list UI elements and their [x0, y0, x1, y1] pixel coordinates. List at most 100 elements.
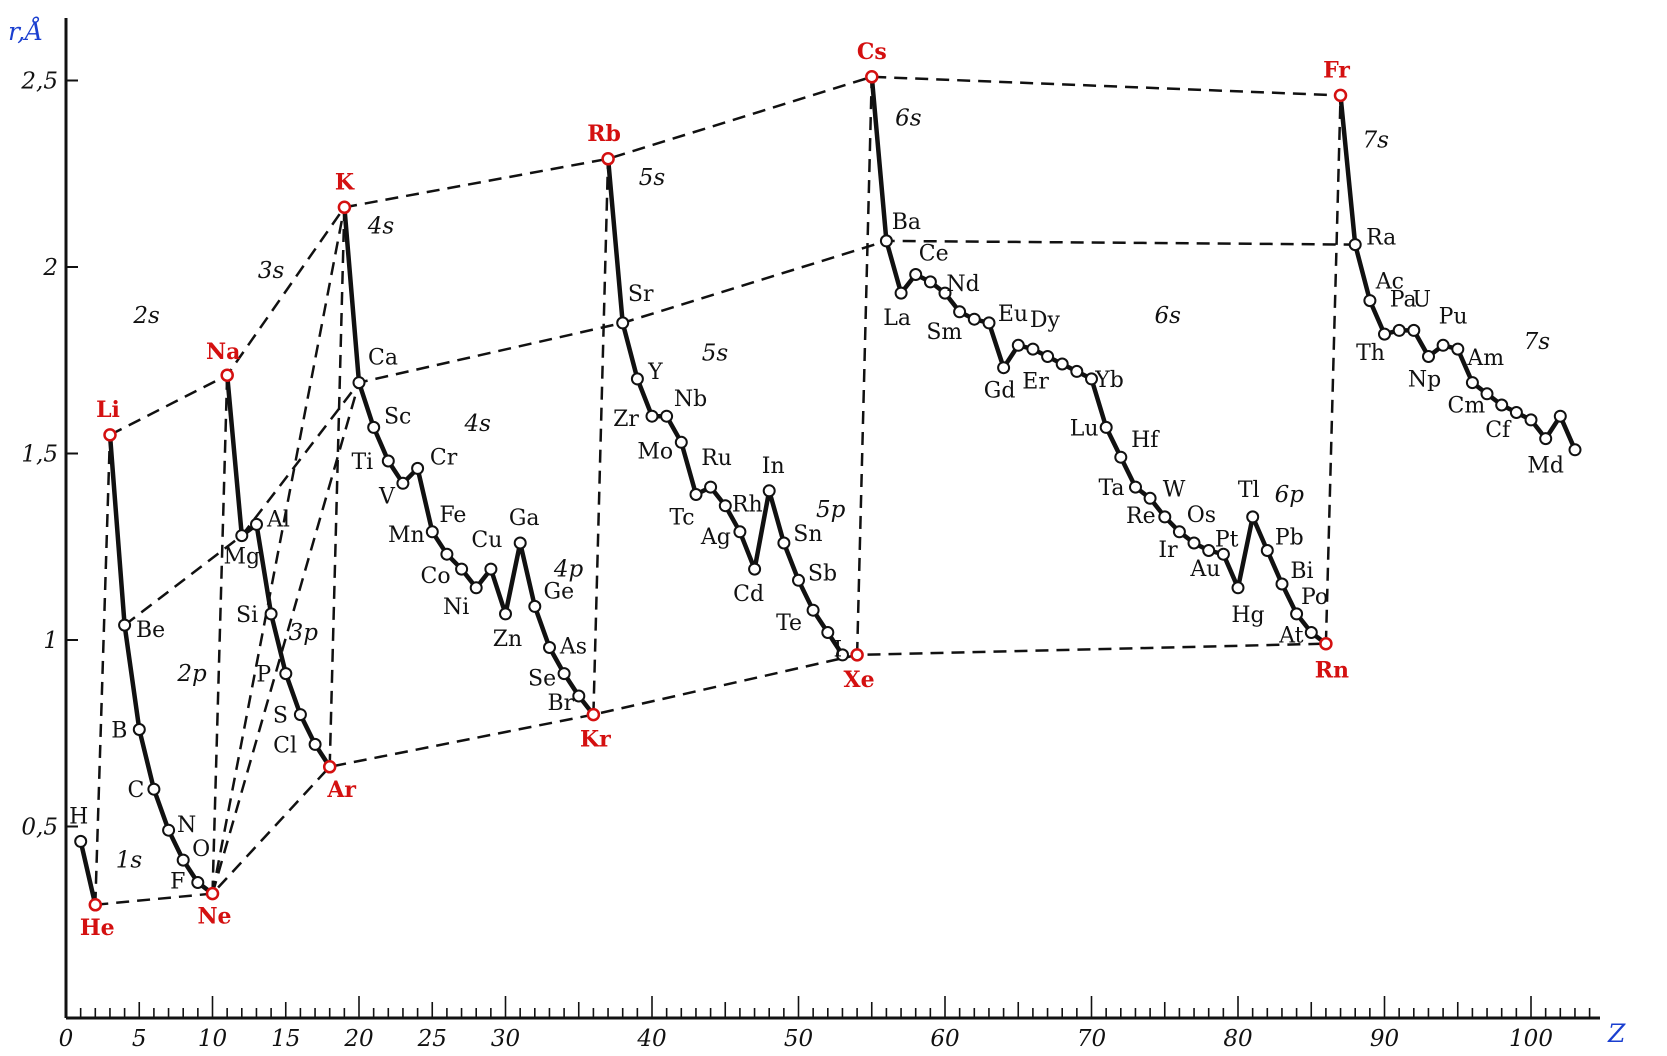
- element-label: Gd: [984, 379, 1016, 404]
- data-point: [499, 607, 512, 621]
- data-point: [293, 708, 307, 722]
- orbital-label: 6s: [895, 105, 922, 131]
- data-point: [674, 435, 688, 449]
- data-point: [513, 536, 527, 550]
- data-point: [1158, 510, 1172, 524]
- alkaline-earth-envelope: [123, 239, 1356, 627]
- data-point: [191, 876, 205, 889]
- data-point: [162, 823, 176, 837]
- element-label: Yb: [1094, 368, 1124, 393]
- data-point: [997, 361, 1011, 375]
- element-label: Se: [528, 667, 556, 692]
- element-label: Na: [206, 339, 240, 365]
- element-label: Cf: [1485, 418, 1512, 443]
- data-point: [660, 409, 674, 423]
- element-label: Mn: [388, 523, 425, 548]
- data-point: [543, 641, 556, 654]
- element-label: Sm: [926, 320, 962, 345]
- data-point: [1041, 350, 1055, 363]
- element-label: Xe: [844, 667, 875, 693]
- data-point: [1480, 387, 1494, 401]
- data-point: [704, 480, 718, 494]
- dashed-envelope-lines: [94, 75, 1356, 907]
- element-label: Br: [547, 691, 574, 716]
- data-point: [367, 420, 381, 434]
- element-label: Er: [1022, 370, 1049, 395]
- y-axis-title: r,Å: [8, 16, 43, 46]
- data-point: [235, 529, 249, 543]
- element-label: As: [559, 635, 587, 660]
- data-point: [132, 723, 146, 736]
- element-label: Pt: [1215, 528, 1239, 553]
- element-label: V: [378, 484, 396, 509]
- data-point: [865, 70, 879, 84]
- data-point: [1275, 577, 1289, 591]
- element-label: Si: [236, 603, 258, 628]
- data-point: [352, 376, 366, 390]
- period-divider-line: [592, 158, 610, 715]
- period-divider-line: [855, 76, 873, 655]
- element-label: N: [177, 813, 196, 838]
- element-label: Y: [647, 360, 663, 385]
- element-label: Hg: [1231, 603, 1264, 628]
- data-point: [557, 667, 571, 681]
- element-label: Sr: [628, 282, 654, 307]
- element-label: Kr: [580, 727, 611, 753]
- data-point: [264, 607, 278, 621]
- axes: r,Å Z: [8, 16, 1626, 1048]
- x-axis-title: Z: [1607, 1019, 1626, 1048]
- data-point: [103, 428, 117, 442]
- element-label: Os: [1187, 503, 1216, 528]
- element-label: Dy: [1030, 308, 1061, 333]
- element-label: Nb: [674, 387, 707, 412]
- element-label: Pa: [1390, 287, 1417, 312]
- data-point: [1114, 450, 1128, 464]
- data-point: [1011, 338, 1025, 352]
- data-point: [1187, 536, 1201, 550]
- x-tick-label: 60: [930, 1026, 959, 1052]
- element-label: He: [80, 915, 115, 941]
- data-point: [1509, 406, 1523, 419]
- element-label: Fr: [1323, 57, 1350, 83]
- data-point: [850, 648, 864, 662]
- element-label: Cu: [471, 528, 502, 553]
- data-point: [777, 536, 791, 550]
- data-series: [78, 76, 1578, 906]
- data-point: [1202, 544, 1216, 557]
- orbital-label: 5s: [702, 340, 729, 366]
- element-label: Ra: [1366, 226, 1396, 251]
- element-label: Ag: [700, 525, 731, 550]
- element-label: O: [192, 837, 210, 862]
- data-point: [1392, 323, 1406, 337]
- element-label: La: [883, 306, 911, 331]
- data-point: [689, 488, 703, 501]
- element-label: Cs: [857, 39, 887, 65]
- element-label: Cd: [733, 582, 764, 607]
- data-point: [1363, 294, 1377, 308]
- data-point: [279, 667, 293, 681]
- data-point: [879, 234, 893, 248]
- data-point: [1539, 432, 1553, 446]
- data-point: [909, 268, 923, 281]
- data-point: [1524, 413, 1538, 427]
- data-point: [220, 368, 234, 382]
- data-point: [733, 525, 747, 539]
- element-label: Al: [266, 507, 290, 532]
- element-label: Ac: [1375, 270, 1404, 295]
- data-point: [1099, 420, 1113, 434]
- data-point: [1319, 636, 1333, 651]
- data-point: [1070, 364, 1084, 378]
- data-point: [1495, 398, 1509, 412]
- x-tick-label: 5: [132, 1026, 147, 1052]
- data-point: [1348, 238, 1362, 252]
- orbital-label: 1s: [116, 848, 143, 874]
- element-label: I: [833, 638, 842, 663]
- element-label: Re: [1126, 504, 1156, 529]
- data-point: [718, 499, 732, 513]
- data-point: [792, 573, 805, 587]
- x-tick-label: 30: [491, 1026, 520, 1052]
- data-point: [147, 782, 161, 796]
- data-point: [1129, 480, 1142, 494]
- element-label: Tl: [1238, 478, 1260, 503]
- data-point: [616, 316, 630, 330]
